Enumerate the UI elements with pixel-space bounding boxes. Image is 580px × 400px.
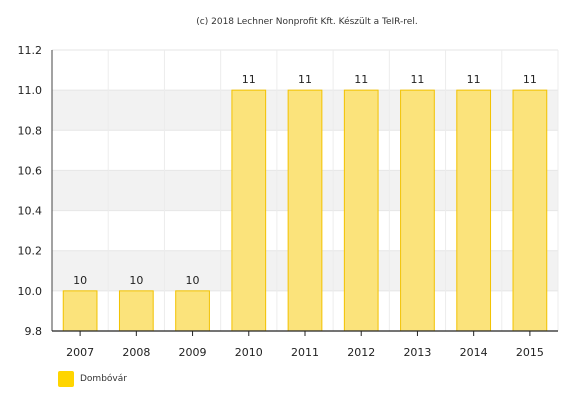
data-label: 10	[73, 274, 87, 287]
legend[interactable]: Dombóvár	[58, 371, 127, 387]
data-label: 11	[523, 73, 537, 86]
y-tick-label: 11.0	[18, 84, 43, 97]
data-label: 10	[186, 274, 200, 287]
y-tick-label: 10.4	[18, 205, 43, 218]
bar	[118, 290, 154, 332]
data-label: 11	[242, 73, 256, 86]
data-label: 11	[354, 73, 368, 86]
data-label: 10	[129, 274, 143, 287]
bar	[456, 89, 492, 332]
bar	[400, 89, 435, 332]
bar	[231, 89, 267, 332]
x-tick-label: 2012	[347, 346, 375, 359]
chart-credit: (c) 2018 Lechner Nonprofit Kft. Készült …	[196, 16, 417, 27]
x-tick-label: 2009	[179, 346, 207, 359]
y-tick-label: 9.8	[25, 325, 43, 338]
y-tick-label: 10.6	[18, 164, 43, 177]
x-tick-label: 2015	[516, 346, 544, 359]
x-tick-label: 2008	[122, 346, 150, 359]
x-tick-label: 2007	[66, 346, 94, 359]
x-tick-label: 2010	[235, 346, 263, 359]
bar	[343, 89, 379, 332]
bar	[512, 89, 548, 332]
y-tick-label: 10.2	[18, 245, 43, 258]
x-tick-label: 2014	[460, 346, 488, 359]
bar	[175, 290, 210, 332]
bar	[287, 89, 323, 332]
x-tick-label: 2013	[403, 346, 431, 359]
legend-swatch	[58, 371, 74, 387]
plot-area: 10 10 10 11 11 11 11 11 11 9.8 10.0 10.2 10.4 10.6 10.…	[18, 44, 559, 359]
data-label: 11	[298, 73, 312, 86]
y-tick-label: 11.2	[18, 44, 43, 57]
data-label: 11	[467, 73, 481, 86]
legend-label: Dombóvár	[80, 374, 127, 384]
bar	[62, 290, 98, 332]
y-tick-label: 10.8	[18, 124, 43, 137]
x-tick-label: 2011	[291, 346, 319, 359]
y-tick-label: 10.0	[18, 285, 43, 298]
data-label: 11	[410, 73, 424, 86]
